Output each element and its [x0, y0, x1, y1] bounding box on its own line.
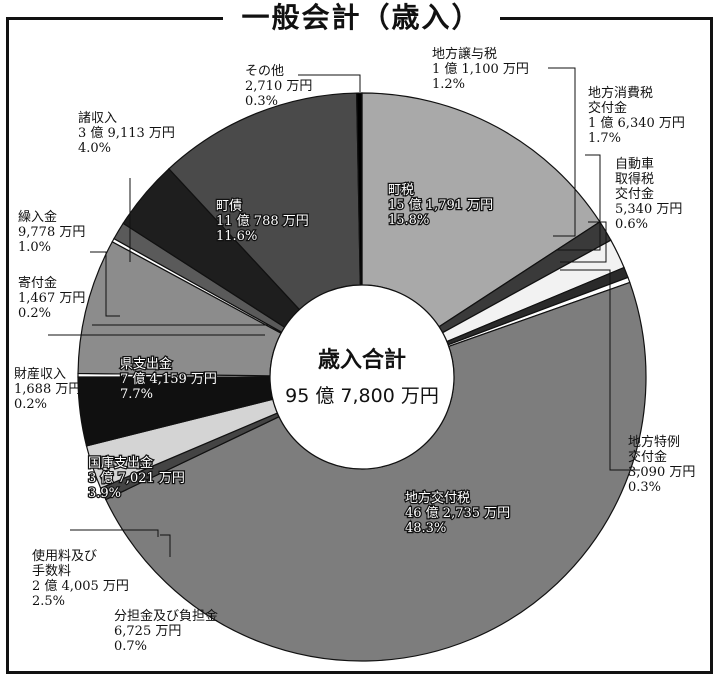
- data-label-13: 繰入金 9,778 万円 1.0%: [18, 209, 85, 255]
- leader-line-8: [70, 529, 159, 537]
- data-label-11: 県支出金 7 億 4,159 万円 7.7%: [120, 356, 217, 402]
- center-label-total: 95 億 7,800 万円: [285, 385, 439, 407]
- data-label-10: 財産収入 1,688 万円 0.2%: [14, 366, 81, 412]
- data-label-5: 地方特例交付金 3,090 万円 0.3%: [628, 434, 695, 495]
- leader-line-4: [560, 221, 607, 263]
- data-label-4: 自動車取得税交付金 5,340 万円 0.6%: [615, 157, 682, 232]
- data-label-16: その他 2,710 万円 0.3%: [245, 64, 312, 109]
- data-label-7: 分担金及び負担金 6,725 万円 0.7%: [114, 608, 218, 654]
- data-label-1: 町税 15 億 1,791 万円 15.8%: [388, 183, 493, 228]
- leader-line-13: [90, 251, 120, 317]
- data-label-8: 使用料及び手数料 2 億 4,005 万円 2.5%: [32, 548, 129, 609]
- data-label-14: 諸収入 3 億 9,113 万円 4.0%: [78, 110, 175, 156]
- data-label-9: 国庫支出金 3 億 7,021 万円 3.9%: [88, 455, 185, 501]
- leader-line-5: [560, 269, 640, 471]
- leader-line-3: [556, 154, 601, 251]
- leader-line-2: [548, 67, 576, 237]
- center-label-title: 歳入合計: [318, 347, 406, 373]
- data-label-2: 地方譲与税 1 億 1,100 万円 1.2%: [432, 46, 529, 92]
- data-label-3: 地方消費税交付金 1 億 6,340 万円 1.7%: [588, 85, 685, 146]
- leader-line-16: [298, 74, 361, 92]
- data-label-6: 地方交付税 46 億 2,735 万円 48.3%: [405, 490, 510, 536]
- data-label-15: 町債 11 億 788 万円 11.6%: [216, 199, 309, 244]
- data-label-12: 寄付金 1,467 万円 0.2%: [18, 275, 85, 321]
- donut-hole: [269, 284, 455, 470]
- leader-line-7: [160, 534, 171, 557]
